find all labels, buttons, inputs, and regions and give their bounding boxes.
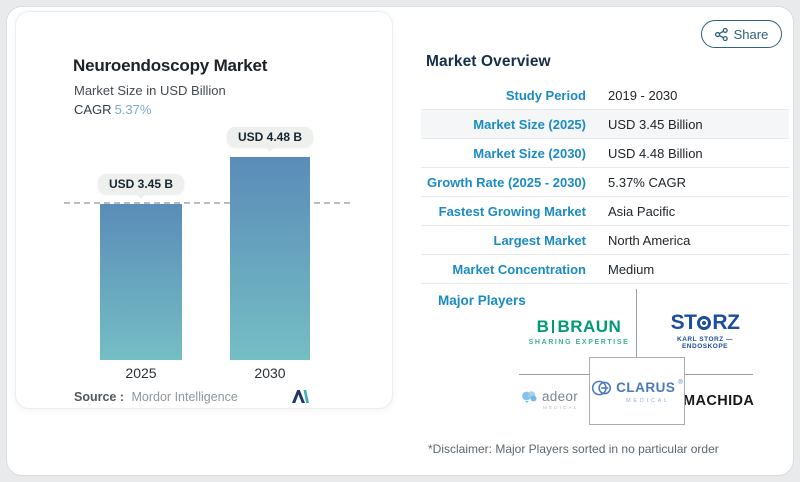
- bar-value-label-2030: USD 4.48 B: [226, 127, 314, 147]
- clarus-mark-icon: [592, 380, 612, 395]
- adeor-logo: adeor MEDICAL: [521, 389, 587, 410]
- clarus-wordmark: CLARUS: [616, 380, 676, 395]
- mordor-intelligence-logo-icon: [292, 390, 309, 403]
- source-attribution: Source : Mordor Intelligence: [74, 390, 238, 404]
- bbraun-wordmark: B BRAUN: [536, 317, 622, 336]
- cagr-label: CAGR: [74, 102, 112, 117]
- market-summary-panel: Neuroendoscopy Market Market Size in USD…: [15, 11, 393, 409]
- bar-value-text: USD 3.45 B: [108, 177, 174, 191]
- clarus-medical-logo: CLARUS ® MEDICAL: [589, 357, 685, 425]
- row-label: Market Size (2025): [473, 116, 586, 132]
- x-axis-label-2025: 2025: [125, 365, 157, 381]
- row-value: USD 3.45 Billion: [608, 116, 703, 132]
- row-label: Study Period: [505, 87, 586, 103]
- players-disclaimer: *Disclaimer: Major Players sorted in no …: [428, 442, 719, 456]
- bar-2025: [100, 204, 182, 360]
- source-value: Mordor Intelligence: [131, 390, 238, 404]
- row-value: 5.37% CAGR: [608, 174, 687, 190]
- overview-title: Market Overview: [426, 53, 551, 70]
- bar-chart: USD 3.45 B USD 4.48 B 2025 2030: [16, 125, 394, 381]
- storz-subline: KARL STORZ — ENDOSKOPE: [677, 336, 733, 350]
- adeor-brain-icon: [522, 390, 537, 403]
- report-card: Share Neuroendoscopy Market Market Size …: [6, 6, 794, 476]
- cagr-line: CAGR 5.37%: [74, 102, 151, 117]
- table-row-market-size-2025: Market Size (2025) USD 3.45 Billion: [421, 110, 789, 139]
- storz-o-ring-icon: [697, 316, 712, 330]
- adeor-subline: MEDICAL: [543, 405, 579, 410]
- chart-subtitle: Market Size in USD Billion: [74, 83, 226, 98]
- overview-table: Study Period 2019 - 2030 Market Size (20…: [421, 81, 789, 284]
- chart-title: Neuroendoscopy Market: [73, 56, 268, 75]
- bbraun-divider-bar: [552, 320, 555, 333]
- major-players-title: Major Players: [438, 293, 526, 308]
- row-value: North America: [608, 232, 691, 248]
- bbraun-tagline: SHARING EXPERTISE: [528, 339, 630, 346]
- karl-storz-logo: ST RZ KARL STORZ — ENDOSKOPE: [654, 311, 756, 351]
- row-label: Fastest Growing Market: [438, 203, 586, 219]
- reference-dashed-line: [64, 202, 350, 204]
- bar-value-text: USD 4.48 B: [237, 130, 303, 144]
- share-icon: [714, 27, 728, 41]
- table-row-growth-rate: Growth Rate (2025 - 2030) 5.37% CAGR: [421, 168, 789, 197]
- table-row-largest-market: Largest Market North America: [421, 226, 789, 255]
- row-label: Market Concentration: [452, 261, 586, 277]
- row-value: Medium: [608, 261, 655, 277]
- machida-logo: MACHIDA: [683, 393, 755, 409]
- adeor-wordmark: adeor: [542, 389, 579, 404]
- row-value: USD 4.48 Billion: [608, 145, 703, 161]
- table-row-fastest-growing-market: Fastest Growing Market Asia Pacific: [421, 197, 789, 226]
- bar-2030: [230, 157, 310, 360]
- table-row-market-concentration: Market Concentration Medium: [421, 255, 789, 284]
- players-divider-vertical: [636, 289, 637, 357]
- source-label: Source :: [74, 390, 125, 404]
- bar-value-label-2025: USD 3.45 B: [97, 174, 185, 194]
- clarus-subline: MEDICAL: [625, 397, 671, 404]
- registered-mark: ®: [678, 379, 683, 386]
- storz-wordmark: ST RZ: [670, 311, 740, 334]
- market-overview-panel: Market Overview Study Period 2019 - 2030…: [411, 7, 793, 477]
- table-row-study-period: Study Period 2019 - 2030: [421, 81, 789, 110]
- row-label: Market Size (2030): [473, 145, 586, 161]
- row-label: Largest Market: [493, 232, 586, 248]
- bbraun-logo: B BRAUN SHARING EXPERTISE: [524, 317, 634, 346]
- share-button-label: Share: [733, 26, 769, 42]
- row-value: 2019 - 2030: [608, 87, 678, 103]
- row-value: Asia Pacific: [608, 203, 676, 219]
- share-button[interactable]: Share: [701, 20, 782, 48]
- players-divider-horizontal-right: [684, 374, 753, 375]
- cagr-value: 5.37%: [114, 102, 152, 117]
- row-label: Growth Rate (2025 - 2030): [427, 174, 586, 190]
- players-divider-horizontal-left: [519, 374, 589, 375]
- table-row-market-size-2030: Market Size (2030) USD 4.48 Billion: [421, 139, 789, 168]
- x-axis-label-2030: 2030: [254, 365, 286, 381]
